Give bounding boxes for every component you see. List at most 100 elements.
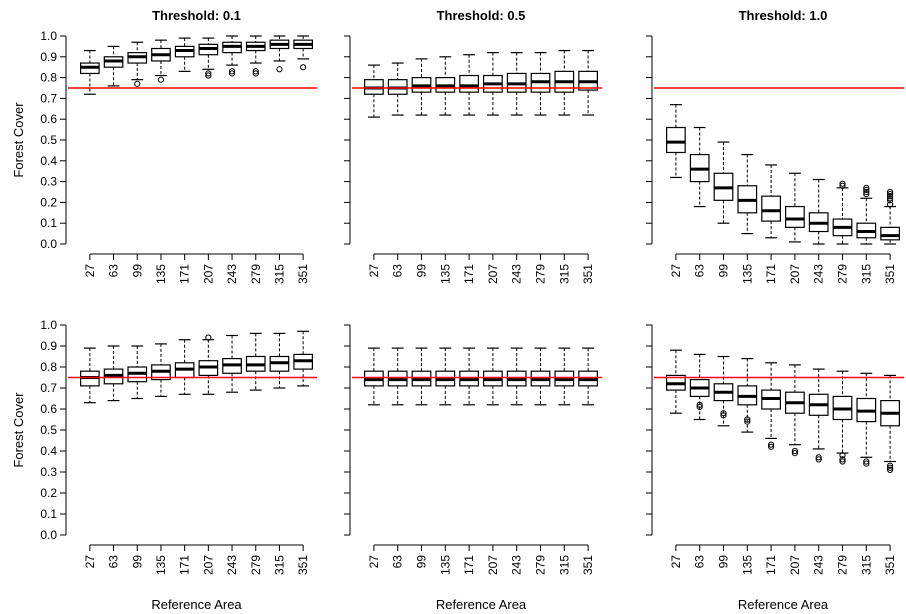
outlier-point xyxy=(205,70,212,77)
x-tick-label: 63 xyxy=(391,555,405,569)
outlier-point xyxy=(252,68,259,75)
box-279 xyxy=(530,52,551,116)
box-63 xyxy=(103,345,124,402)
outlier-point xyxy=(887,188,894,196)
outlier-point xyxy=(887,190,894,198)
box-207 xyxy=(785,172,805,243)
box-63 xyxy=(103,45,124,87)
x-tick-label: 207 xyxy=(788,555,802,575)
outlier-point xyxy=(887,462,894,469)
panel-r1-c1: Threshold: 0.1 0.0 0.1 0.2 0.3 0.4 0.5 0.6 0.7 0.… xyxy=(11,8,317,284)
outlier-point xyxy=(839,456,846,463)
y-tick-label: 0.6 xyxy=(40,112,57,126)
box-207 xyxy=(785,364,805,457)
iqr-box xyxy=(666,126,686,154)
box-171 xyxy=(459,54,479,116)
box-315 xyxy=(856,372,877,467)
panel-r2-c1: 0.0 0.1 0.2 0.3 0.4 0.5 0.6 0.7 0.8 0.9 1.0 Forest … xyxy=(11,318,317,612)
x-tick-label: 63 xyxy=(107,264,121,278)
outlier-point xyxy=(696,403,703,410)
outlier-point xyxy=(815,454,822,461)
y-tick-label: 0.1 xyxy=(40,216,57,230)
x-tick-label: 279 xyxy=(534,264,548,284)
x-tick-label: 27 xyxy=(83,264,97,278)
x-tick-label: 243 xyxy=(225,555,239,575)
box-27 xyxy=(80,49,100,95)
box-99 xyxy=(713,355,734,427)
box-171 xyxy=(174,339,195,395)
x-tick-label: 315 xyxy=(859,555,873,575)
y-tick-label: 0.9 xyxy=(40,50,57,64)
x-tick-label: 243 xyxy=(225,264,239,284)
y-tick-label: 0.3 xyxy=(40,465,57,479)
outlier-point xyxy=(157,76,165,83)
x-tick-label: 279 xyxy=(836,555,850,575)
y-tick-label: 0.9 xyxy=(40,339,57,353)
y-tick-label: 0.8 xyxy=(40,71,57,85)
outlier-point xyxy=(205,334,212,341)
outlier-point xyxy=(887,195,894,202)
outlier-point xyxy=(696,401,703,408)
x-tick-label: 315 xyxy=(859,264,873,284)
outlier-point xyxy=(300,64,307,71)
box-315 xyxy=(269,35,290,73)
box-243 xyxy=(222,35,242,77)
x-tick-label: 27 xyxy=(367,555,381,569)
x-tick-label: 99 xyxy=(717,555,731,569)
x-tick-label: 99 xyxy=(415,555,429,569)
x-tick-label: 135 xyxy=(438,264,452,284)
x-tick-label: 63 xyxy=(391,264,405,278)
y-tick-label: 0.6 xyxy=(40,402,57,416)
x-tick-label: 27 xyxy=(669,555,683,569)
outlier-point xyxy=(720,412,727,419)
x-tick-label: 27 xyxy=(83,555,97,569)
x-tick-label: 207 xyxy=(201,555,215,575)
box-351 xyxy=(293,330,313,387)
x-tick-label: 243 xyxy=(510,555,524,575)
box-99 xyxy=(411,58,432,116)
x-tick-label: 63 xyxy=(107,555,121,569)
y-tick-label: 0.0 xyxy=(40,528,57,542)
x-tick-label: 243 xyxy=(812,264,826,284)
outlier-point xyxy=(863,458,870,465)
y-axis-label: Forest Cover xyxy=(11,102,26,178)
x-tick-label: 135 xyxy=(154,264,168,284)
y-tick-label: 0.2 xyxy=(40,486,57,500)
x-tick-label: 207 xyxy=(201,264,215,284)
x-tick-label: 351 xyxy=(883,555,897,575)
box-27 xyxy=(364,64,384,118)
box-243 xyxy=(506,52,527,116)
outlier-point xyxy=(863,184,870,191)
box-351 xyxy=(880,374,900,473)
outlier-point xyxy=(134,80,141,87)
box-243 xyxy=(506,347,527,406)
y-tick-label: 0.2 xyxy=(40,195,57,209)
x-tick-label: 315 xyxy=(272,264,286,284)
outlier-point xyxy=(252,70,259,77)
x-tick-label: 315 xyxy=(272,555,286,575)
panel-r1-c2: Threshold: 0.5 27 63 99 135 171 207 243 279 315 35… xyxy=(344,8,602,284)
outlier-point xyxy=(887,466,894,473)
outlier-point xyxy=(791,447,799,455)
box-315 xyxy=(856,184,877,245)
outlier-point xyxy=(887,193,894,200)
y-axis-label: Forest Cover xyxy=(11,392,26,468)
x-axis-label: Reference Area xyxy=(151,597,242,612)
x-tick-label: 351 xyxy=(883,264,897,284)
x-tick-label: 351 xyxy=(581,264,595,284)
outlier-point xyxy=(228,68,236,75)
box-207 xyxy=(198,334,219,395)
x-axis-label: Reference Area xyxy=(738,597,829,612)
box-351 xyxy=(578,49,598,116)
outlier-point xyxy=(768,443,775,450)
box-207 xyxy=(483,52,503,116)
box-99 xyxy=(713,141,734,224)
outlier-point xyxy=(863,186,870,194)
box-243 xyxy=(222,334,242,393)
x-tick-label: 351 xyxy=(296,264,310,284)
x-tick-label: 63 xyxy=(693,555,707,569)
box-279 xyxy=(245,35,266,77)
outlier-point xyxy=(839,458,846,465)
box-63 xyxy=(689,353,710,421)
x-tick-label: 315 xyxy=(557,264,571,284)
